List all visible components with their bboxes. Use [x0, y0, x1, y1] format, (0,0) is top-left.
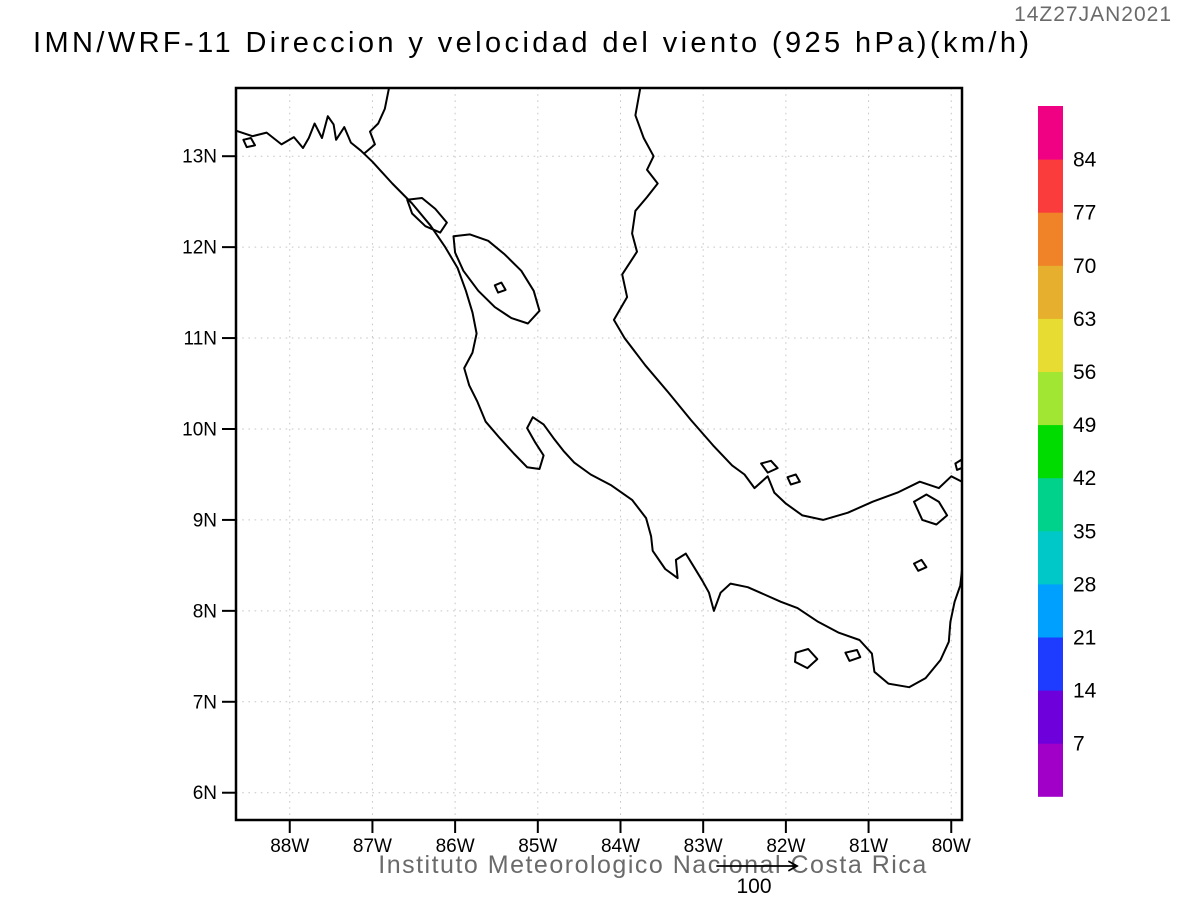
colorbar-segment [1038, 637, 1063, 691]
lon-label: 81W [849, 836, 888, 857]
colorbar-label: 35 [1073, 520, 1096, 543]
colorbar-segment [1038, 265, 1063, 319]
lat-label: 11N [184, 329, 217, 350]
colorbar-label: 63 [1073, 308, 1096, 331]
colorbar-label: 49 [1073, 414, 1096, 437]
colorbar-segment [1038, 424, 1063, 479]
colorbar-segment [1038, 371, 1063, 426]
lat-label: 8N [193, 601, 217, 622]
colorbar-segment [1038, 106, 1063, 160]
lat-label: 6N [193, 783, 217, 804]
colorbar-label: 28 [1073, 573, 1096, 596]
reference-arrow: 100 [716, 860, 799, 898]
lat-label: 7N [193, 692, 217, 713]
lon-axis: 88W 87W 86W 85W 84W 83W 82W 81W 80W [270, 820, 971, 857]
colorbar-label: 70 [1073, 255, 1096, 278]
lon-label: 85W [518, 836, 557, 857]
map-frame [234, 86, 964, 822]
lon-label: 86W [436, 836, 475, 857]
lon-label: 84W [601, 836, 640, 857]
colorbar-segment [1038, 477, 1063, 532]
colorbar-segment [1038, 690, 1063, 744]
colorbar-segment [1038, 530, 1063, 585]
lat-label: 13N [182, 147, 217, 168]
wind-arrows [244, 97, 954, 811]
colorbar-label: 77 [1073, 202, 1096, 225]
colorbar-segment [1038, 318, 1063, 372]
colorbar: 84 77 70 63 56 49 42 35 28 21 14 7 [1038, 106, 1097, 797]
colorbar-label: 42 [1073, 467, 1096, 490]
colorbar-label: 14 [1073, 680, 1097, 703]
lat-label: 12N [182, 238, 217, 259]
colorbar-label: 21 [1073, 627, 1096, 650]
colorbar-label: 7 [1073, 733, 1085, 756]
colorbar-segment [1038, 212, 1063, 266]
lat-axis: 13N 12N 11N 10N 9N 8N 7N 6N [182, 147, 236, 804]
colorbar-segment [1038, 583, 1063, 638]
colorbar-segment [1038, 159, 1063, 213]
reference-arrow-label: 100 [736, 875, 771, 898]
page-title: IMN/WRF-11 Direccion y velocidad del vie… [33, 27, 1033, 59]
gridlines [236, 88, 962, 820]
run-timestamp: 14Z27JAN2021 [1014, 3, 1172, 26]
lon-label: 80W [932, 836, 971, 857]
lon-label: 82W [766, 836, 805, 857]
institution-credit: Instituto Meteorologico Nacional Costa R… [378, 851, 928, 879]
lat-label: 9N [193, 510, 217, 531]
colorbar-label: 84 [1073, 149, 1097, 172]
colorbar-segment [1038, 743, 1063, 797]
lon-label: 88W [270, 836, 309, 857]
lon-label: 87W [353, 836, 392, 857]
lon-label: 83W [684, 836, 723, 857]
colorbar-label: 56 [1073, 361, 1096, 384]
lat-label: 10N [182, 419, 217, 440]
coastlines [236, 88, 962, 689]
